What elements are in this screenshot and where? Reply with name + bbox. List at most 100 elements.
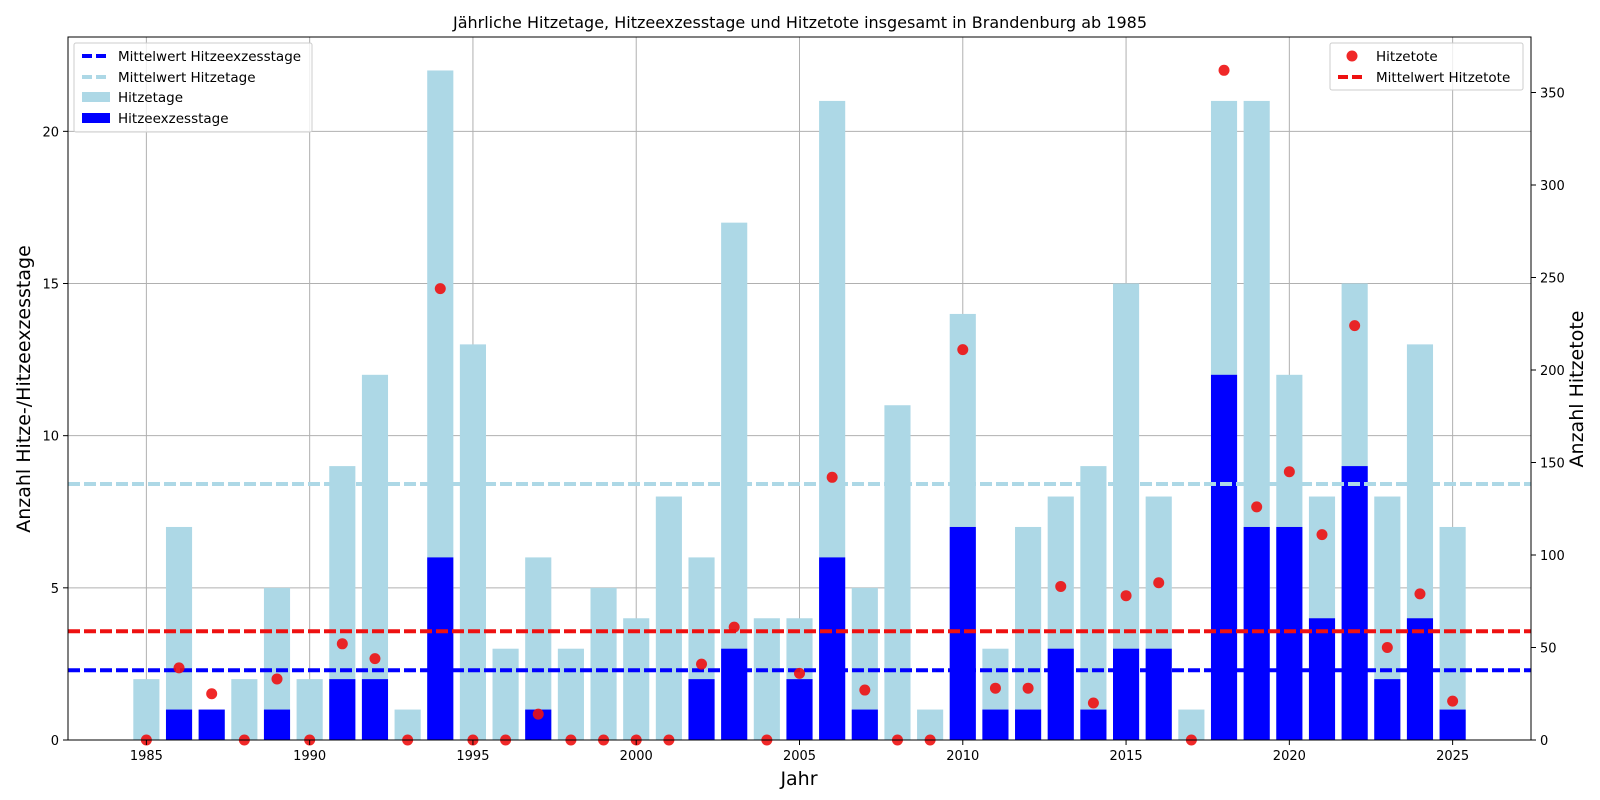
bar-hitzetage [655, 496, 682, 740]
bar-hitzeexzesstage [1080, 709, 1107, 740]
point-hitzetote [206, 688, 218, 700]
bar-hitzeexzesstage [1243, 526, 1270, 740]
legend-swatch-hitzetage [82, 92, 110, 102]
point-hitzetote [957, 344, 969, 356]
point-hitzetote [1120, 590, 1132, 602]
point-hitzetote [696, 658, 708, 670]
bar-hitzeexzesstage [851, 709, 878, 740]
y-axis-label: Anzahl Hitze-/Hitzeexzesstage [13, 245, 35, 533]
y2-tick-label: 200 [1540, 364, 1565, 379]
point-hitzetote [1022, 682, 1034, 694]
x-tick-label: 2020 [1273, 749, 1306, 764]
bar-hitzeexzesstage [1210, 374, 1238, 740]
bars-hitzeexzesstage [165, 374, 1466, 740]
bar-hitzeexzesstage [819, 557, 846, 740]
point-hitzetote [826, 471, 838, 483]
y2-tick-label: 250 [1540, 272, 1565, 287]
x-tick-label: 1985 [130, 749, 163, 764]
bar-hitzeexzesstage [1439, 709, 1466, 740]
x-tick-label: 2025 [1436, 749, 1469, 764]
bar-hitzeexzesstage [1276, 526, 1303, 740]
y2-tick-label: 150 [1540, 457, 1565, 472]
point-hitzetote [336, 638, 348, 650]
y-axis-ticks: 0 5 10 15 20 [42, 125, 68, 749]
legend-left: Mittelwert Hitzeexzesstage Mittelwert Hi… [73, 42, 313, 133]
bar-hitzeexzesstage [1015, 709, 1042, 740]
legend-label-exzess: Hitzeexzesstage [118, 111, 229, 127]
bar-hitzeexzesstage [1406, 618, 1434, 740]
bar-hitzeexzesstage [982, 709, 1009, 740]
x-tick-label: 2005 [783, 749, 816, 764]
point-hitzetote [1055, 580, 1067, 592]
point-hitzetote [1381, 642, 1393, 653]
legend-label-mean-hitzetote: Mittelwert Hitzetote [1376, 70, 1510, 86]
point-hitzetote [1414, 588, 1426, 600]
bar-hitzeexzesstage [1113, 648, 1140, 740]
point-hitzetote [1316, 529, 1328, 541]
point-hitzetote [1153, 577, 1165, 589]
bar-hitzeexzesstage [198, 709, 225, 740]
x-tick-label: 1990 [293, 749, 326, 764]
point-hitzetote [989, 682, 1001, 694]
y-tick-label: 15 [42, 278, 59, 293]
bar-hitzetage [459, 344, 486, 740]
bar-hitzeexzesstage [1341, 466, 1368, 740]
point-hitzetote [1218, 64, 1230, 76]
point-hitzetote [434, 283, 446, 295]
x-tick-label: 2000 [620, 749, 653, 764]
legend-left-box [73, 42, 313, 133]
bar-hitzetage [231, 679, 258, 740]
y-tick-label: 0 [51, 734, 59, 749]
legend-label-hitzetage: Hitzetage [118, 90, 183, 106]
bar-hitzeexzesstage [263, 709, 291, 740]
point-hitzetote [859, 684, 871, 696]
bar-hitzetage [1015, 526, 1042, 740]
legend-label-hitzetote: Hitzetote [1376, 49, 1438, 65]
bar-hitzetage [165, 526, 193, 740]
point-hitzetote [1447, 695, 1459, 707]
y-tick-label: 10 [42, 430, 59, 445]
bar-hitzetage [296, 679, 323, 740]
bar-hitzeexzesstage [165, 709, 193, 740]
bar-hitzetage [133, 679, 160, 740]
bar-hitzetage [492, 648, 519, 740]
legend-swatch-exzess [82, 113, 110, 123]
y2-axis-label: Anzahl Hitzetote [1566, 311, 1588, 468]
bar-hitzetage [1080, 466, 1107, 740]
bar-hitzeexzesstage [1308, 618, 1336, 740]
legend-label-mean-hitzetage: Mittelwert Hitzetage [118, 70, 256, 86]
bar-hitzetage [884, 405, 911, 740]
point-hitzetote [271, 673, 283, 685]
point-hitzetote [794, 667, 805, 679]
y2-tick-label: 50 [1540, 642, 1557, 657]
bar-hitzetage [1439, 526, 1466, 740]
bar-hitzeexzesstage [721, 648, 748, 740]
y2-tick-label: 350 [1540, 87, 1565, 102]
bar-hitzetage [590, 587, 617, 740]
legend-right: Hitzetote Mittelwert Hitzetote [1329, 42, 1524, 91]
point-hitzetote [728, 621, 740, 633]
y2-axis-ticks: 0 50 100 150 200 250 300 350 [1531, 87, 1565, 749]
y2-tick-label: 300 [1540, 179, 1565, 194]
bar-hitzeexzesstage [786, 679, 813, 740]
bar-hitzeexzesstage [427, 557, 454, 740]
bar-hitzeexzesstage [329, 679, 356, 740]
bar-hitzetage [557, 648, 584, 740]
legend-label-mean-exzess: Mittelwert Hitzeexzesstage [118, 49, 301, 65]
point-hitzetote [1087, 697, 1099, 709]
x-tick-label: 1995 [456, 749, 489, 764]
y-tick-label: 5 [51, 582, 59, 597]
bar-hitzeexzesstage [1374, 679, 1401, 740]
y2-tick-label: 100 [1540, 549, 1565, 564]
point-hitzetote [1283, 466, 1295, 478]
bar-hitzeexzesstage [949, 526, 976, 740]
bar-hitzeexzesstage [1047, 648, 1074, 740]
point-hitzetote [1251, 501, 1263, 513]
chart-title: Jährliche Hitzetage, Hitzeexzesstage und… [452, 13, 1147, 32]
legend-right-box [1329, 42, 1524, 91]
point-hitzetote [1349, 320, 1361, 332]
bar-hitzetage [753, 618, 780, 740]
bar-hitzeexzesstage [361, 679, 389, 740]
x-tick-label: 2010 [946, 749, 979, 764]
